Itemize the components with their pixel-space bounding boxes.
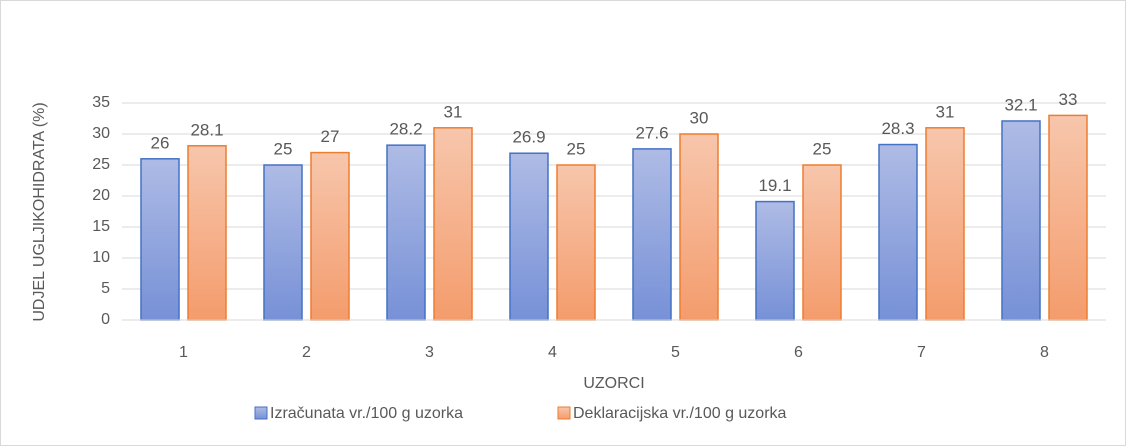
y-tick-label: 10: [92, 249, 110, 266]
x-tick-label: 8: [1040, 344, 1049, 361]
bar: [878, 143, 918, 321]
data-label: 27.6: [635, 123, 668, 142]
x-tick-label: 6: [794, 344, 803, 361]
bar: [755, 200, 795, 321]
legend-label: Deklaracijska vr./100 g uzorka: [573, 405, 787, 422]
x-tick-label: 3: [425, 344, 434, 361]
x-axis-label: UZORCI: [583, 375, 644, 392]
y-tick-label: 15: [92, 218, 110, 235]
y-tick-label: 20: [92, 187, 110, 204]
bar: [556, 164, 596, 321]
legend-marker: [254, 406, 268, 420]
bar: [1001, 120, 1041, 321]
bar: [802, 164, 842, 321]
data-label: 26: [151, 133, 170, 152]
data-label: 27: [321, 127, 340, 146]
x-tick-label: 7: [917, 344, 926, 361]
y-tick-label: 5: [101, 280, 110, 297]
x-tick-label: 1: [179, 344, 188, 361]
legend-marker: [557, 406, 571, 420]
data-label: 30: [690, 108, 709, 127]
bar: [263, 164, 303, 321]
bar: [140, 158, 180, 321]
y-tick-label: 35: [92, 94, 110, 111]
data-label: 26.9: [512, 128, 545, 147]
data-label: 28.3: [881, 119, 914, 138]
data-label: 28.2: [389, 120, 422, 139]
data-label: 33: [1059, 90, 1078, 109]
bar: [187, 145, 227, 321]
bar: [386, 144, 426, 321]
y-tick-label: 0: [101, 311, 110, 328]
x-tick-label: 5: [671, 344, 680, 361]
data-label: 32.1: [1004, 95, 1037, 114]
bar: [1048, 114, 1088, 321]
data-label: 28.1: [190, 120, 223, 139]
data-label: 19.1: [758, 176, 791, 195]
data-label: 25: [813, 139, 832, 158]
bar: [925, 127, 965, 321]
bar: [679, 133, 719, 321]
data-label: 25: [274, 139, 293, 158]
x-tick-label: 4: [548, 344, 557, 361]
data-label: 31: [936, 102, 955, 121]
legend-label: Izračunata vr./100 g uzorka: [270, 405, 463, 422]
y-tick-label: 30: [92, 125, 110, 142]
y-tick-label: 25: [92, 156, 110, 173]
bar: [310, 151, 350, 321]
data-label: 31: [444, 102, 463, 121]
x-tick-label: 2: [302, 344, 311, 361]
bar: [509, 152, 549, 321]
data-label: 25: [567, 139, 586, 158]
bar: [433, 127, 473, 321]
y-axis-label: UDJEL UGLJIKOHIDRATA (%): [31, 102, 48, 321]
bar: [632, 148, 672, 321]
